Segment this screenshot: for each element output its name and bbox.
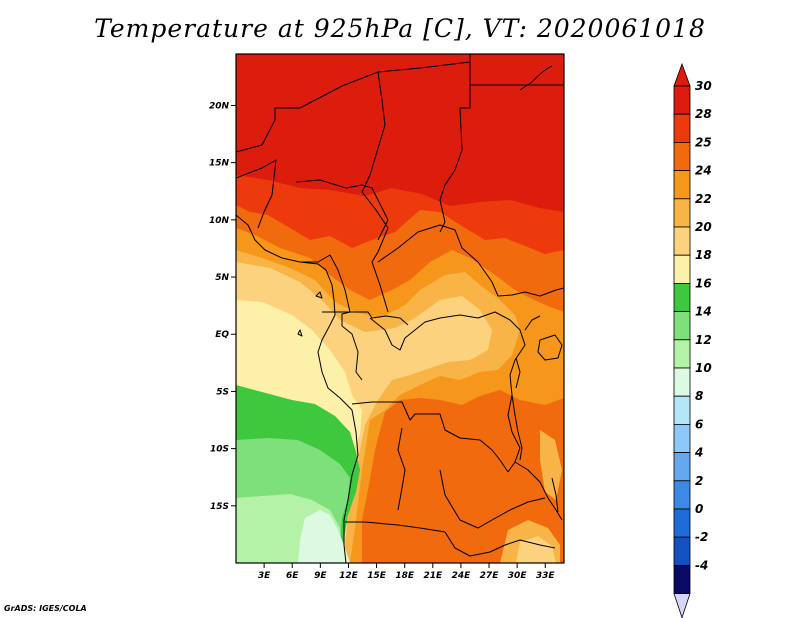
island-sao-tome xyxy=(297,329,303,337)
coastline-west xyxy=(236,214,359,563)
border-botswana xyxy=(444,531,506,557)
lon-tick-label: 15E xyxy=(367,571,387,581)
lon-tick-label: 12E xyxy=(339,571,359,581)
lake-kivu xyxy=(515,357,521,389)
colorbar-label: 28 xyxy=(695,107,712,121)
colorbar-under-triangle xyxy=(673,593,691,618)
lon-tick-label: 33E xyxy=(536,571,556,581)
lat-tick-label: 10S xyxy=(210,445,229,455)
lon-tick-label: 3E xyxy=(258,571,271,581)
grads-credit: GrADS: IGES/COLA xyxy=(4,604,87,613)
latitude-axis: 20N 15N 10N 5N EQ 5S 10S 15S xyxy=(209,101,236,512)
lat-tick-label: 15N xyxy=(209,159,230,169)
lat-tick-label: 20N xyxy=(209,101,230,111)
colorbar-label: 4 xyxy=(694,446,703,460)
border-north-2 xyxy=(361,71,386,193)
lon-tick-label: 30E xyxy=(508,571,528,581)
border-congo xyxy=(341,325,363,381)
lat-tick-label: 5N xyxy=(215,273,229,283)
colorbar-swatch xyxy=(673,536,691,566)
border-sudan xyxy=(439,199,446,233)
colorbar-over-triangle xyxy=(673,62,691,87)
colorbar-swatch xyxy=(673,254,691,284)
island-bioko xyxy=(315,291,323,299)
colorbar-swatch xyxy=(673,339,691,369)
lon-tick-label: 24E xyxy=(452,571,472,581)
border-west-2 xyxy=(295,179,389,241)
colorbar-swatch xyxy=(673,367,691,397)
border-zimbabwe xyxy=(504,539,556,549)
lon-tick-label: 27E xyxy=(480,571,500,581)
border-drc-south xyxy=(351,401,509,473)
lat-tick-label: 10N xyxy=(209,216,230,226)
colorbar-swatch xyxy=(673,113,691,143)
colorbar-label: 22 xyxy=(695,192,712,206)
colorbar-label: 24 xyxy=(695,164,712,178)
colorbar-swatch xyxy=(673,395,691,425)
border-car xyxy=(377,224,499,297)
lat-tick-label: 15S xyxy=(210,502,229,512)
field-20-se xyxy=(516,536,556,563)
colorbar-swatch xyxy=(673,565,691,595)
colorbar-label: 20 xyxy=(695,220,712,234)
coastline-red-sea xyxy=(519,65,553,91)
field-10 xyxy=(298,510,350,563)
border-namibia xyxy=(345,521,446,533)
colorbar-label: 30 xyxy=(695,79,712,93)
colorbar-swatch xyxy=(673,452,691,482)
border-zambia xyxy=(439,469,546,529)
lake-malawi xyxy=(551,477,559,513)
border-chad xyxy=(361,191,389,313)
border-tanzania xyxy=(514,461,563,521)
lat-tick-label: EQ xyxy=(215,330,229,340)
colorbar-label: 25 xyxy=(695,135,712,149)
colorbar-swatch xyxy=(673,170,691,200)
country-borders xyxy=(236,54,564,563)
colorbar-swatch xyxy=(673,282,691,312)
lon-tick-label: 6E xyxy=(286,571,299,581)
border-north-3 xyxy=(439,54,471,201)
colorbar-swatch xyxy=(673,198,691,228)
colorbar-swatch xyxy=(673,423,691,453)
colorbar-label: 8 xyxy=(695,389,703,403)
border-cameroon xyxy=(300,254,351,326)
colorbar-label: -4 xyxy=(695,558,708,572)
border-north-5 xyxy=(236,107,300,153)
lake-albert xyxy=(524,315,541,331)
lake-tanganyika xyxy=(511,394,523,461)
map-title: Temperature at 925hPa [C], VT: 202006101… xyxy=(94,14,706,43)
border-drc-west xyxy=(369,311,511,351)
field-22-east xyxy=(540,430,562,500)
border-west-1 xyxy=(236,159,277,229)
colorbar-label: 14 xyxy=(695,305,712,319)
colorbar-label: -2 xyxy=(695,530,708,544)
lake-victoria xyxy=(537,334,563,361)
colorbar-swatch xyxy=(673,480,691,510)
map-frame xyxy=(235,53,565,564)
colorbar-label: 10 xyxy=(695,361,712,375)
colorbar-label: 16 xyxy=(695,276,712,290)
colorbar-label: 0 xyxy=(695,502,703,516)
colorbar-swatch xyxy=(673,85,691,115)
border-angola-east xyxy=(397,427,406,511)
colorbar-label: 6 xyxy=(695,417,703,431)
longitude-axis: 3E 6E 9E 12E 15E 18E 21E 24E 27E 30E 33E xyxy=(258,563,556,581)
colorbar-label: 12 xyxy=(695,333,712,347)
colorbar-swatch xyxy=(673,311,691,341)
lon-tick-label: 21E xyxy=(423,571,443,581)
colorbar-swatch xyxy=(673,508,691,538)
temperature-field xyxy=(236,54,564,563)
border-gabon xyxy=(322,311,409,326)
colorbar-label: 18 xyxy=(695,248,712,262)
lon-tick-label: 18E xyxy=(395,571,415,581)
colorbar-label: 2 xyxy=(695,474,703,488)
colorbar-swatch xyxy=(673,141,691,171)
colorbar-swatch xyxy=(673,226,691,256)
lon-tick-label: 9E xyxy=(314,571,327,581)
border-ssudan xyxy=(497,287,564,297)
lat-tick-label: 5S xyxy=(216,387,229,397)
